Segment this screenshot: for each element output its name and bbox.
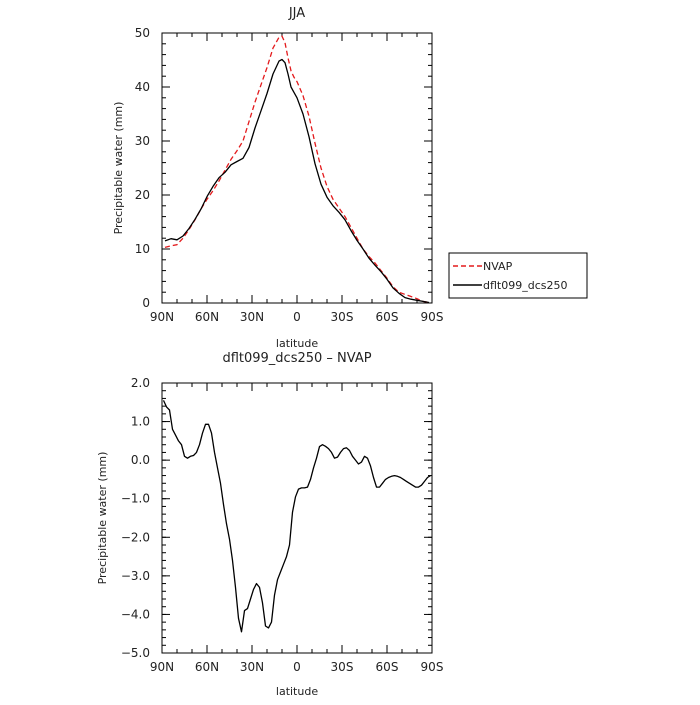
- top-series-line-0: [164, 35, 430, 304]
- top-x-tick-label: 30S: [331, 310, 354, 324]
- bottom-x-tick-label: 60S: [376, 660, 399, 674]
- bottom-y-tick-label: 0.0: [131, 453, 150, 467]
- bottom-x-tick-label: 0: [293, 660, 301, 674]
- top-x-tick-label: 30N: [240, 310, 264, 324]
- bottom-x-axis-label: latitude: [276, 685, 318, 698]
- top-y-tick-label: 40: [135, 80, 150, 94]
- bottom-x-tick-label: 30N: [240, 660, 264, 674]
- bottom-x-tick-label: 30S: [331, 660, 354, 674]
- bottom-title: dflt099_dcs250 – NVAP: [222, 351, 371, 366]
- bottom-plot-frame: [161, 382, 433, 654]
- top-x-axis-label: latitude: [276, 337, 318, 350]
- bottom-y-tick-label: 1.0: [131, 415, 150, 429]
- top-y-tick-label: 50: [135, 26, 150, 40]
- top-x-tick-label: 90S: [421, 310, 444, 324]
- bottom-y-tick-label: 2.0: [131, 376, 150, 390]
- legend: NVAP dflt099_dcs250: [448, 252, 588, 299]
- panel-top: JJA latitude Precipitable water (mm) 90N…: [112, 6, 443, 350]
- bottom-x-tick-label: 90N: [150, 660, 174, 674]
- top-x-tick-label: 0: [293, 310, 301, 324]
- bottom-y-tick-label: −1.0: [121, 492, 150, 506]
- top-y-axis-label: Precipitable water (mm): [112, 102, 125, 235]
- bottom-x-tick-label: 90S: [421, 660, 444, 674]
- bottom-y-tick-label: −5.0: [121, 646, 150, 660]
- top-series-line-1: [164, 58, 430, 304]
- legend-label-dflt099: dflt099_dcs250: [483, 279, 567, 292]
- bottom-y-tick-label: −3.0: [121, 569, 150, 583]
- bottom-y-tick-label: −2.0: [121, 530, 150, 544]
- top-y-tick-label: 20: [135, 188, 150, 202]
- bottom-y-tick-label: −4.0: [121, 607, 150, 621]
- bottom-y-axis-label: Precipitable water (mm): [96, 452, 109, 585]
- top-plot-frame: [161, 32, 433, 304]
- top-y-tick-label: 30: [135, 134, 150, 148]
- top-x-tick-label: 60S: [376, 310, 399, 324]
- bottom-x-tick-label: 60N: [195, 660, 219, 674]
- legend-label-nvap: NVAP: [483, 260, 513, 273]
- bottom-series-line-0: [162, 400, 431, 633]
- top-y-tick-label: 0: [142, 296, 150, 310]
- top-y-tick-label: 10: [135, 242, 150, 256]
- top-x-tick-label: 60N: [195, 310, 219, 324]
- legend-box: [448, 252, 588, 299]
- top-title: JJA: [288, 6, 305, 21]
- top-x-tick-label: 90N: [150, 310, 174, 324]
- panel-bottom: dflt099_dcs250 – NVAP latitude Precipita…: [96, 351, 443, 698]
